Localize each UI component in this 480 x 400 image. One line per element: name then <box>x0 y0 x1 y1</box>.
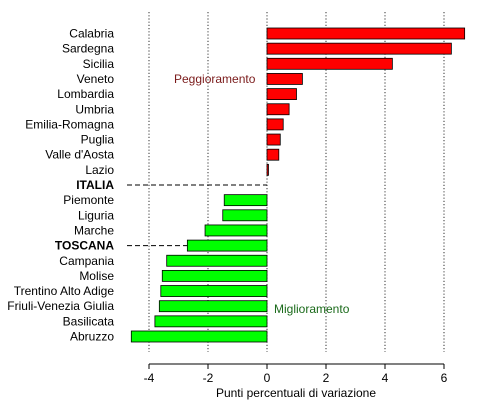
bar-valle-d-aosta <box>266 148 280 161</box>
bar-emilia-romagna <box>266 118 284 131</box>
category-label-calabria: Calabria <box>69 27 114 41</box>
bar-sicilia <box>266 57 393 70</box>
category-label-abruzzo: Abruzzo <box>70 330 114 344</box>
category-label-italia: ITALIA <box>76 178 114 192</box>
category-label-basilicata: Basilicata <box>63 314 115 328</box>
category-label-sicilia: Sicilia <box>83 57 115 71</box>
bar-toscana <box>186 239 268 252</box>
category-labels: CalabriaSardegnaSiciliaVenetoLombardiaUm… <box>7 27 114 344</box>
x-tick-label--2: -2 <box>203 371 214 385</box>
x-tick-label-6: 6 <box>441 371 448 385</box>
category-label-emilia-romagna: Emilia-Romagna <box>25 117 114 131</box>
bar-umbria <box>266 103 290 116</box>
category-label-friuli-venezia-giulia: Friuli-Venezia Giulia <box>7 299 114 313</box>
bar-sardegna <box>266 42 452 55</box>
reference-lines <box>127 184 267 247</box>
bar-veneto <box>266 73 303 85</box>
bar-calabria <box>266 27 466 40</box>
x-tick-label--4: -4 <box>144 371 155 385</box>
x-tick-label-4: 4 <box>382 371 389 385</box>
x-axis-title: Punti percentuali di variazione <box>216 386 376 400</box>
category-label-umbria: Umbria <box>75 102 114 116</box>
bar-campania <box>166 254 268 267</box>
category-label-veneto: Veneto <box>77 72 115 86</box>
bars <box>130 27 466 343</box>
bar-friuli-venezia-giulia <box>158 300 268 313</box>
category-label-campania: Campania <box>59 254 114 268</box>
annotation-peggioramento: Peggioramento <box>174 72 256 86</box>
category-label-lazio: Lazio <box>85 163 114 177</box>
category-label-sardegna: Sardegna <box>62 42 114 56</box>
x-tick-label-0: 0 <box>264 371 271 385</box>
bar-liguria <box>222 209 268 222</box>
category-label-trentino-alto-adige: Trentino Alto Adige <box>14 284 115 298</box>
category-label-marche: Marche <box>74 223 114 237</box>
bar-molise <box>161 269 268 282</box>
grid-lines <box>148 12 445 352</box>
annotation-miglioramento: Miglioramento <box>274 302 350 316</box>
bar-puglia <box>266 133 281 146</box>
category-label-piemonte: Piemonte <box>63 193 114 207</box>
category-label-lombardia: Lombardia <box>57 87 114 101</box>
category-label-puglia: Puglia <box>81 133 115 147</box>
bar-marche <box>204 224 268 237</box>
category-label-valle-d-aosta: Valle d'Aosta <box>45 148 114 162</box>
bar-basilicata <box>154 315 268 328</box>
category-label-toscana: TOSCANA <box>55 239 114 253</box>
bar-trentino-alto-adige <box>160 285 268 297</box>
x-axis: -4 -2 0 2 4 6 <box>144 363 448 385</box>
bar-abruzzo <box>130 330 268 343</box>
bar-lazio <box>266 163 269 176</box>
bar-piemonte <box>223 194 268 207</box>
x-tick-label-2: 2 <box>323 371 330 385</box>
category-label-liguria: Liguria <box>78 208 114 222</box>
category-label-molise: Molise <box>79 269 114 283</box>
bar-lombardia <box>266 88 297 100</box>
